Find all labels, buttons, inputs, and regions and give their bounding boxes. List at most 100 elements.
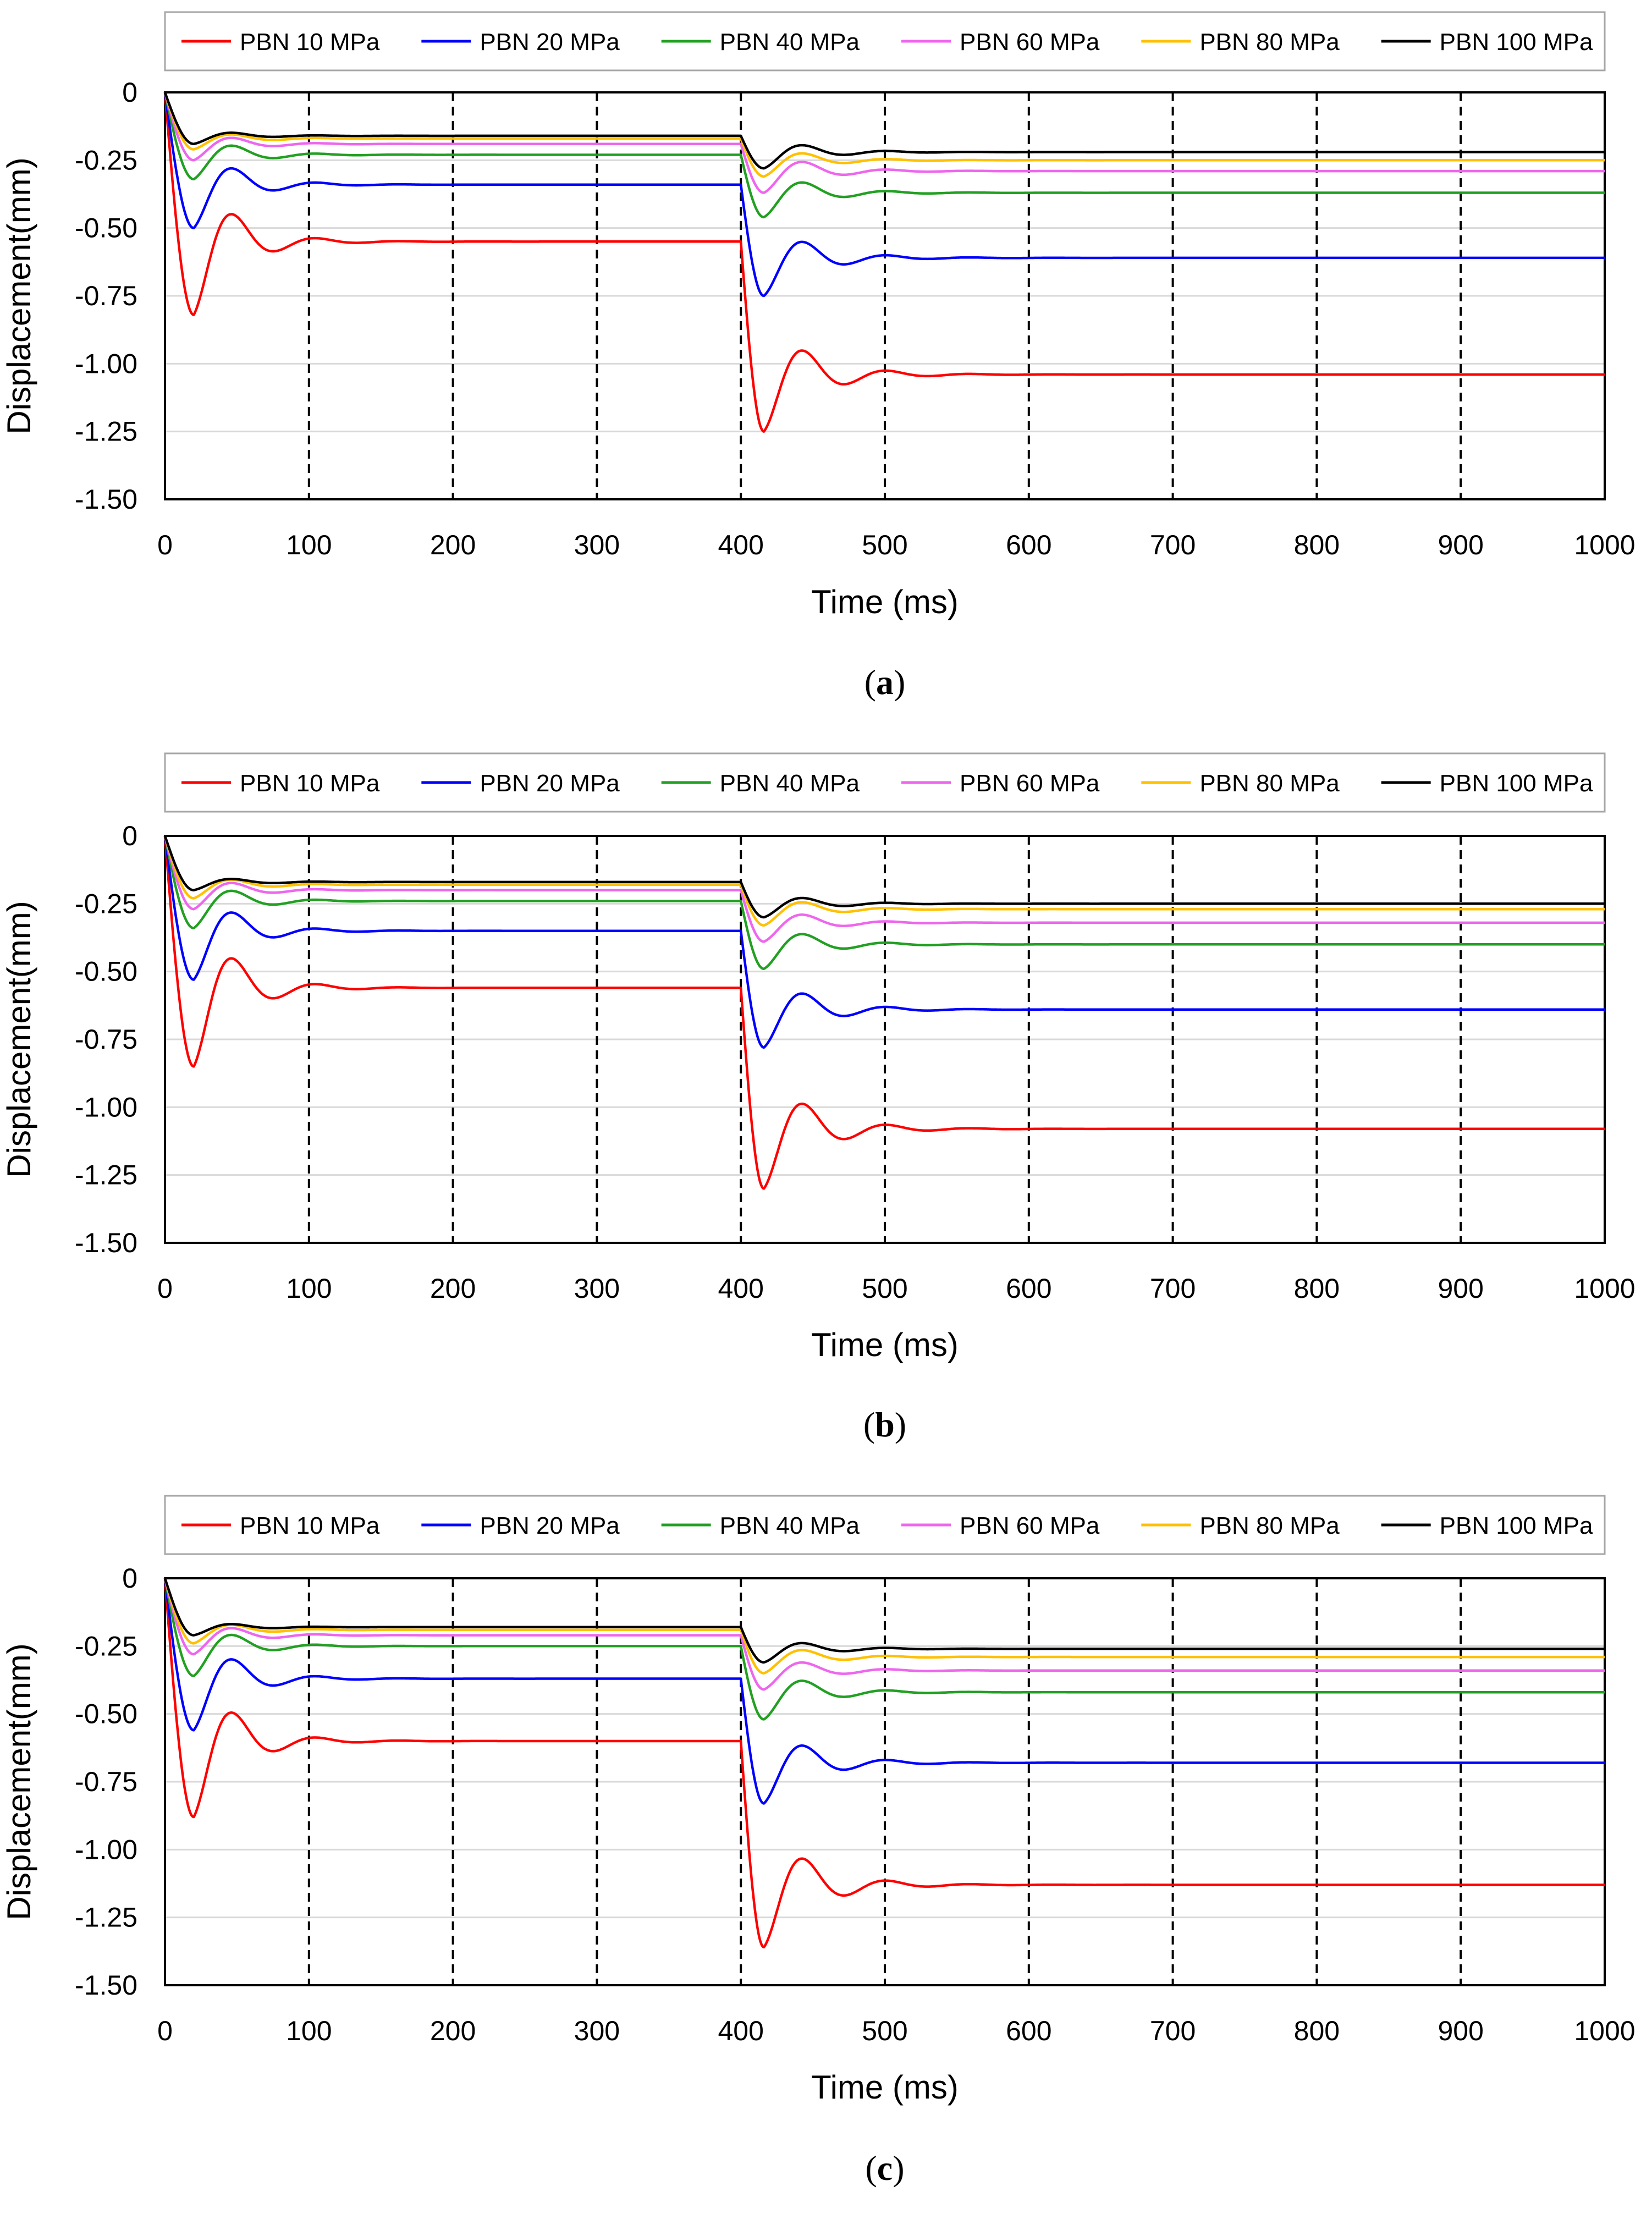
legend-label: PBN 60 MPa	[960, 29, 1100, 56]
legend-label: PBN 60 MPa	[960, 1512, 1100, 1539]
x-tick-label: 300	[574, 1273, 620, 1304]
y-tick-label: 0	[122, 1563, 137, 1594]
x-tick-label: 900	[1438, 530, 1483, 560]
x-tick-label: 100	[286, 530, 332, 560]
y-tick-label: -1.50	[75, 1227, 137, 1258]
legend-box	[164, 1495, 1606, 1555]
x-tick-label: 300	[574, 2015, 620, 2046]
series-line-pbn-20-mpa	[163, 835, 1605, 1049]
series-line-pbn-80-mpa	[163, 835, 1605, 927]
panel-caption: (c)	[865, 2149, 904, 2188]
series-line-pbn-40-mpa	[163, 835, 1605, 970]
x-tick-label: 200	[430, 1273, 476, 1304]
x-tick-label: 200	[430, 2015, 476, 2046]
legend-label: PBN 20 MPa	[480, 1512, 620, 1539]
series-line-pbn-80-mpa	[163, 1578, 1605, 1675]
legend-label: PBN 40 MPa	[720, 29, 860, 56]
y-tick-label: -0.25	[75, 888, 137, 919]
legend-label: PBN 20 MPa	[480, 770, 620, 797]
series-line-pbn-10-mpa	[163, 835, 1605, 1190]
y-tick-label: -1.00	[75, 348, 137, 379]
series-line-pbn-60-mpa	[163, 835, 1605, 943]
x-tick-label: 0	[157, 2015, 173, 2046]
x-axis-title: Time (ms)	[811, 1326, 959, 1363]
y-tick-label: -0.75	[75, 1024, 137, 1055]
x-tick-label: 1000	[1574, 1273, 1635, 1304]
y-axis-title: Displacement(mm)	[1, 157, 37, 434]
legend-label: PBN 10 MPa	[240, 770, 380, 797]
x-tick-label: 900	[1438, 1273, 1483, 1304]
y-tick-label: -0.25	[75, 145, 137, 175]
legend-label: PBN 20 MPa	[480, 29, 620, 56]
y-tick-label: -1.50	[75, 484, 137, 515]
series-line-pbn-10-mpa	[163, 92, 1605, 433]
series-line-pbn-100-mpa	[163, 1578, 1605, 1664]
x-tick-label: 100	[286, 1273, 332, 1304]
x-tick-label: 300	[574, 530, 620, 560]
x-tick-label: 600	[1006, 530, 1051, 560]
legend-label: PBN 10 MPa	[240, 1512, 380, 1539]
panel-caption-letter: c	[877, 2149, 893, 2188]
x-tick-label: 200	[430, 530, 476, 560]
x-tick-label: 0	[157, 1273, 173, 1304]
x-tick-label: 400	[718, 2015, 763, 2046]
x-tick-label: 1000	[1574, 2015, 1635, 2046]
chart-panel-c: PBN 10 MPa PBN 20 MPa PBN 40 MPa PBN 60 MPa…	[1, 1495, 1636, 2188]
y-tick-label: 0	[122, 820, 137, 851]
y-tick-label: -1.50	[75, 1970, 137, 2001]
y-tick-label: -1.25	[75, 1902, 137, 1933]
y-tick-label: -0.50	[75, 1699, 137, 1730]
legend-label: PBN 100 MPa	[1440, 1512, 1593, 1539]
panel-caption: (b)	[863, 1405, 906, 1444]
series-line-pbn-40-mpa	[163, 1578, 1605, 1721]
y-tick-label: -1.25	[75, 416, 137, 447]
series-line-pbn-20-mpa	[163, 92, 1605, 298]
legend-label: PBN 100 MPa	[1440, 29, 1593, 56]
series-line-pbn-10-mpa	[163, 1578, 1605, 1949]
x-tick-label: 500	[862, 1273, 907, 1304]
y-axis-title: Displacement(mm)	[1, 901, 37, 1177]
x-tick-label: 500	[862, 530, 907, 560]
series-line-pbn-40-mpa	[163, 92, 1605, 219]
series-line-pbn-80-mpa	[163, 92, 1605, 178]
x-tick-label: 700	[1150, 1273, 1196, 1304]
y-axis-title: Displacement(mm)	[1, 1643, 37, 1920]
panel-caption-letter: b	[875, 1405, 895, 1444]
legend-label: PBN 80 MPa	[1199, 1512, 1340, 1539]
chart-panel-b: PBN 10 MPa PBN 20 MPa PBN 40 MPa PBN 60 MPa…	[1, 752, 1636, 1444]
y-tick-label: 0	[122, 77, 137, 108]
x-tick-label: 800	[1294, 530, 1340, 560]
x-axis-title: Time (ms)	[811, 2069, 959, 2106]
series-line-pbn-100-mpa	[163, 92, 1605, 170]
x-tick-label: 800	[1294, 1273, 1340, 1304]
series-line-pbn-100-mpa	[163, 835, 1605, 919]
legend-label: PBN 40 MPa	[720, 1512, 860, 1539]
series-line-pbn-60-mpa	[163, 1578, 1605, 1691]
legend-box	[164, 11, 1606, 71]
x-tick-label: 700	[1150, 530, 1196, 560]
panel-caption-letter: a	[876, 663, 894, 702]
chart-panel-a: PBN 10 MPa PBN 20 MPa PBN 40 MPa PBN 60 MPa…	[1, 11, 1636, 702]
series-line-pbn-60-mpa	[163, 92, 1605, 194]
y-tick-label: -0.75	[75, 280, 137, 311]
x-tick-label: 0	[157, 530, 173, 560]
legend-label: PBN 10 MPa	[240, 29, 380, 56]
x-tick-label: 400	[718, 1273, 763, 1304]
panel-caption: (a)	[864, 663, 906, 702]
y-tick-label: -1.25	[75, 1160, 137, 1191]
x-tick-label: 100	[286, 2015, 332, 2046]
legend-label: PBN 80 MPa	[1199, 770, 1340, 797]
y-tick-label: -1.00	[75, 1834, 137, 1865]
x-tick-label: 400	[718, 530, 763, 560]
x-tick-label: 600	[1006, 1273, 1051, 1304]
y-tick-label: -0.50	[75, 213, 137, 244]
legend-box	[164, 752, 1606, 813]
y-tick-label: -1.00	[75, 1092, 137, 1122]
series-line-pbn-20-mpa	[163, 1578, 1605, 1805]
y-tick-label: -0.50	[75, 956, 137, 987]
y-tick-label: -0.25	[75, 1631, 137, 1661]
x-tick-label: 900	[1438, 2015, 1483, 2046]
x-tick-label: 700	[1150, 2015, 1196, 2046]
x-tick-label: 800	[1294, 2015, 1340, 2046]
